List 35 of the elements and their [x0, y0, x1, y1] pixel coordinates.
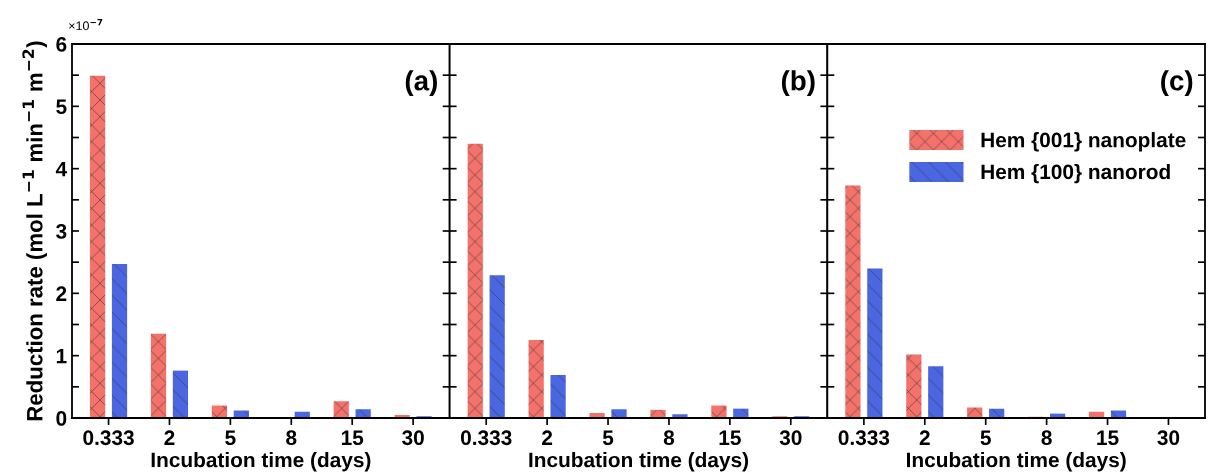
x-tick-label: 30 — [1157, 430, 1180, 446]
y-axis-title: Reduction rate (mol L$^{−1}$ min$^{−1}$ m$^{−2}$) — [22, 41, 47, 421]
x-tick-label: 15 — [719, 430, 741, 446]
x-tick-label: 0.333 — [460, 430, 512, 446]
y-tick-label: 0 — [56, 411, 67, 426]
text: ×10$^{−7}$ — [69, 18, 103, 31]
legend-label: Hem {100} nanorod — [981, 163, 1170, 184]
y-tick-label: 4 — [55, 161, 68, 177]
y-tick-label: 2 — [56, 286, 67, 301]
x-tick-label: 8 — [286, 430, 297, 446]
y-tick-label: 1 — [56, 348, 67, 364]
text: (b) — [781, 70, 815, 97]
legend-label: Hem {001} nanoplate — [981, 132, 1186, 152]
x-tick-label: 8 — [663, 430, 675, 446]
x-tick-label: 0.333 — [83, 430, 134, 446]
y-tick-label: 5 — [56, 99, 67, 115]
x-tick-label: 8 — [1041, 430, 1052, 446]
x-tick-label: 5 — [225, 430, 236, 446]
x-axis-title: Incubation time (days) — [151, 452, 371, 472]
x-tick-label: 5 — [980, 430, 991, 446]
x-tick-label: 2 — [919, 430, 930, 445]
x-axis-title: Incubation time (days) — [529, 452, 749, 472]
x-axis-title: Incubation time (days) — [907, 452, 1126, 472]
x-tick-label: 15 — [341, 430, 364, 446]
x-tick-label: 2 — [542, 430, 553, 445]
x-tick-label: 0.333 — [838, 430, 890, 446]
x-tick-label: 30 — [402, 430, 424, 446]
y-tick-label: 6 — [56, 37, 67, 52]
x-tick-label: 15 — [1097, 430, 1119, 446]
text: (a) — [405, 70, 437, 97]
x-tick-label: 30 — [779, 430, 802, 446]
text: (c) — [1161, 70, 1193, 97]
x-tick-label: 5 — [602, 430, 614, 446]
y-tick-label: 3 — [56, 224, 67, 239]
x-tick-label: 2 — [164, 430, 175, 445]
